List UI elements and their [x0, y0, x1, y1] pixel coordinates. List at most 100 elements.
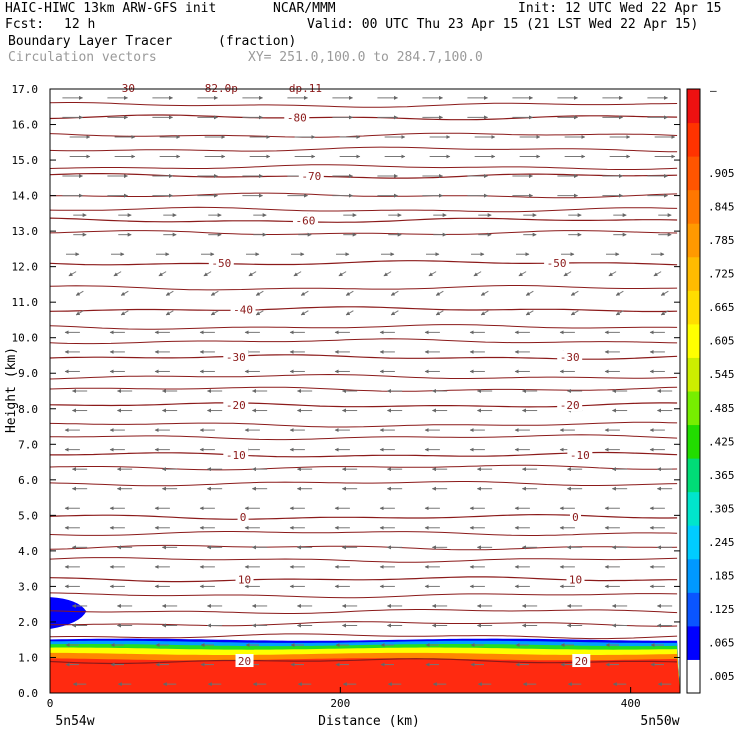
- wind-vector: [345, 310, 354, 316]
- colorbar-swatch: [687, 491, 700, 526]
- contour-label-bg: [292, 213, 318, 227]
- y-tick-label: 10.0: [12, 332, 39, 345]
- y-tick-label: 15.0: [12, 154, 39, 167]
- contour-line: [50, 192, 678, 199]
- temperature-contours: [50, 102, 678, 665]
- wind-vector: [383, 271, 392, 277]
- contour-labels: -80 -70 -60 -50 -50 -40 -30 -30 -20 -20 -10 -10 0 0 10…: [208, 110, 593, 668]
- wind-vector: [660, 310, 669, 316]
- field1-title: Boundary Layer Tracer: [8, 34, 173, 49]
- wind-vector: [390, 310, 399, 316]
- plot-frame: [49, 88, 681, 694]
- wind-vector: [300, 290, 309, 296]
- y-tick-label: 17.0: [12, 83, 39, 96]
- wind-vector: [300, 310, 309, 316]
- y-tick-label: 5.0: [18, 509, 38, 522]
- contour-line: [50, 285, 678, 291]
- y-tick-label: 11.0: [12, 296, 39, 309]
- isotherm-line: [50, 173, 678, 179]
- wind-vector: [248, 271, 257, 277]
- axes: 0.0 1.0 2.0 3.0 4.0 5.0 6.0 7.0 8.0 9.0 10.0 11.0 12…: [12, 83, 680, 729]
- wind-vector: [428, 271, 437, 277]
- wind-vector: [615, 290, 624, 296]
- wind-vector: [608, 271, 617, 277]
- contour-label: -70: [301, 170, 321, 183]
- contour-label-bg: [237, 510, 249, 524]
- colorbar: .005 .065 .125 .185 .245 .305 .365 .425 .485 .545…: [686, 84, 735, 694]
- colorbar-swatch: [687, 256, 700, 291]
- contour-label-bg: [569, 510, 581, 524]
- field1-units: (fraction): [218, 34, 297, 49]
- contour-label-bg: [223, 447, 249, 461]
- contour-label: 0: [572, 511, 579, 524]
- wind-vector: [473, 271, 482, 277]
- forecast-label: Fcst:: [5, 17, 45, 32]
- colorbar-swatch: [687, 189, 700, 224]
- contour-label: -30: [560, 351, 580, 364]
- y-tick-label: 0.0: [18, 687, 38, 700]
- colorbar-swatch: [687, 558, 700, 593]
- contour-label: -30: [226, 351, 246, 364]
- contour-label-bg: [557, 350, 583, 364]
- colorbar-swatch: [687, 458, 700, 493]
- wind-vector: [75, 310, 84, 316]
- isotherm-line: [50, 513, 678, 520]
- contour-line: [50, 421, 678, 428]
- y-tick-label: 14.0: [12, 190, 39, 203]
- tracer-band-high: [50, 658, 680, 693]
- y-tick-label: 6.0: [18, 474, 38, 487]
- colorbar-label: .485: [708, 402, 735, 415]
- contour-label: 20: [238, 655, 251, 668]
- contour-line: [50, 531, 678, 536]
- wind-vector: [435, 310, 444, 316]
- contour-label: 0: [240, 511, 247, 524]
- wind-vector: [480, 290, 489, 296]
- isotherm-line: [50, 354, 678, 360]
- colorbar-swatch: [687, 290, 700, 325]
- contour-label-bg: [235, 572, 254, 586]
- contour-label: -20: [560, 399, 580, 412]
- colorbar-top-label: –: [710, 84, 717, 97]
- colorbar-swatch: [687, 625, 700, 660]
- contour-line: [50, 206, 678, 213]
- model-title: HAIC-HIWC 13km ARW-GFS init: [5, 1, 217, 16]
- x-end-label-left: 5n54w: [55, 714, 94, 729]
- wind-vector: [525, 290, 534, 296]
- colorbar-swatch: [687, 525, 700, 560]
- contour-label-bg: [223, 398, 249, 412]
- contour-label: -20: [226, 399, 246, 412]
- contour-label-bg: [572, 654, 591, 668]
- colorbar-swatch: [687, 89, 700, 124]
- contour-line: [50, 621, 678, 627]
- valid-time: Valid: 00 UTC Thu 23 Apr 15 (21 LST Wed …: [307, 17, 699, 32]
- colorbar-label: .245: [708, 536, 735, 549]
- colorbar-label: .065: [708, 637, 735, 650]
- y-tick-label: 2.0: [18, 616, 38, 629]
- x-tick-label: 200: [330, 697, 350, 710]
- contour-label-bg: [544, 256, 570, 270]
- y-tick-label: 8.0: [18, 403, 38, 416]
- y-axis-label: Height (km): [4, 347, 19, 433]
- contour-line: [50, 373, 678, 380]
- wind-vector: [255, 310, 264, 316]
- contour-label-bg: [557, 398, 583, 412]
- x-tick-label: 400: [621, 697, 641, 710]
- contour-label: 10: [569, 573, 582, 586]
- contour-label: 10: [238, 573, 251, 586]
- wind-vector: [518, 271, 527, 277]
- contour-label: -10: [226, 449, 246, 462]
- wind-vector: [338, 271, 347, 277]
- wind-vector: [570, 290, 579, 296]
- wind-vector: [570, 310, 579, 316]
- isotherm-line: [50, 114, 678, 121]
- colorbar-swatch: [687, 424, 700, 459]
- contour-label: -50: [211, 257, 231, 270]
- contour-label-bg: [567, 447, 593, 461]
- contour-line: [50, 633, 678, 640]
- tracer-blob: [50, 597, 87, 638]
- contour-label-bg: [284, 110, 310, 124]
- wind-vector: [165, 310, 174, 316]
- wind-vector: [435, 290, 444, 296]
- colorbar-label: .665: [708, 301, 735, 314]
- contour-line: [50, 102, 678, 108]
